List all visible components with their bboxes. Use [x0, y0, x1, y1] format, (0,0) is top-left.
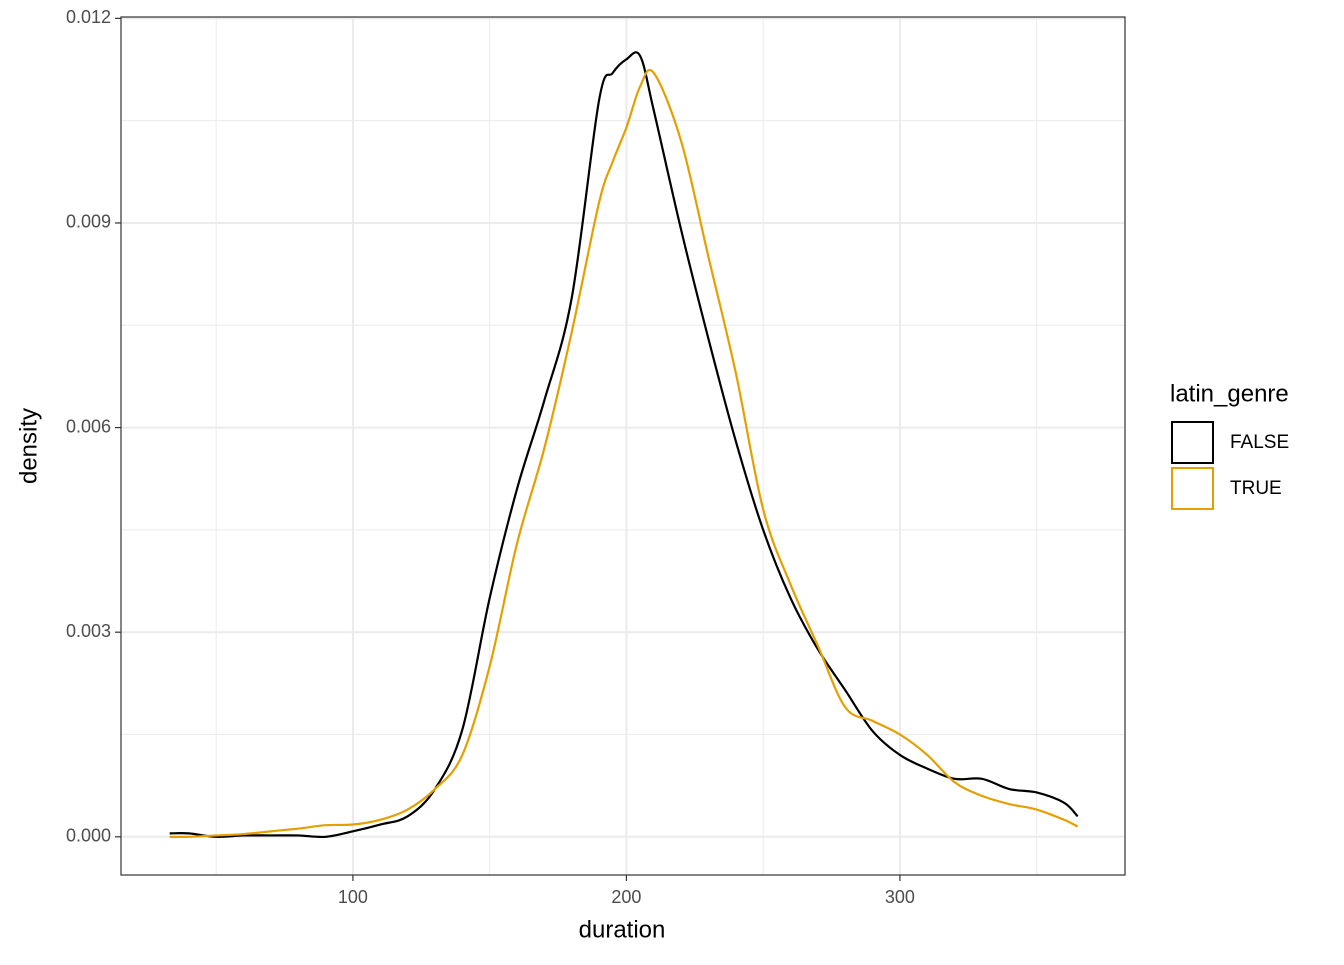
legend-key: [1171, 467, 1214, 510]
panel: [121, 17, 1125, 875]
axes: 100 200 300 0.000 0.003 0.006 0.009 0.012: [66, 7, 915, 907]
panel-border: [120, 16, 1126, 876]
density-line: [169, 68, 1079, 839]
y-tick-label: 0.003: [66, 621, 111, 641]
legend: latin_genre FALSE TRUE: [1170, 380, 1289, 510]
y-tick-label: 0.009: [66, 212, 111, 232]
x-tick-label: 200: [611, 887, 641, 907]
legend-label: FALSE: [1230, 432, 1289, 453]
legend-key: [1171, 421, 1214, 464]
x-tick-label: 300: [885, 887, 915, 907]
y-tick-label: 0.006: [66, 416, 111, 436]
lines: [169, 51, 1079, 839]
y-tick-label: 0.012: [66, 7, 111, 27]
x-tick-label: 100: [338, 887, 368, 907]
y-tick-label: 0.000: [66, 826, 111, 846]
y-axis-title: density: [15, 408, 42, 484]
legend-title: latin_genre: [1170, 380, 1289, 407]
grid: [121, 17, 1125, 875]
legend-label: TRUE: [1230, 478, 1282, 499]
x-axis-title: duration: [579, 916, 666, 943]
density-line: [169, 51, 1079, 839]
